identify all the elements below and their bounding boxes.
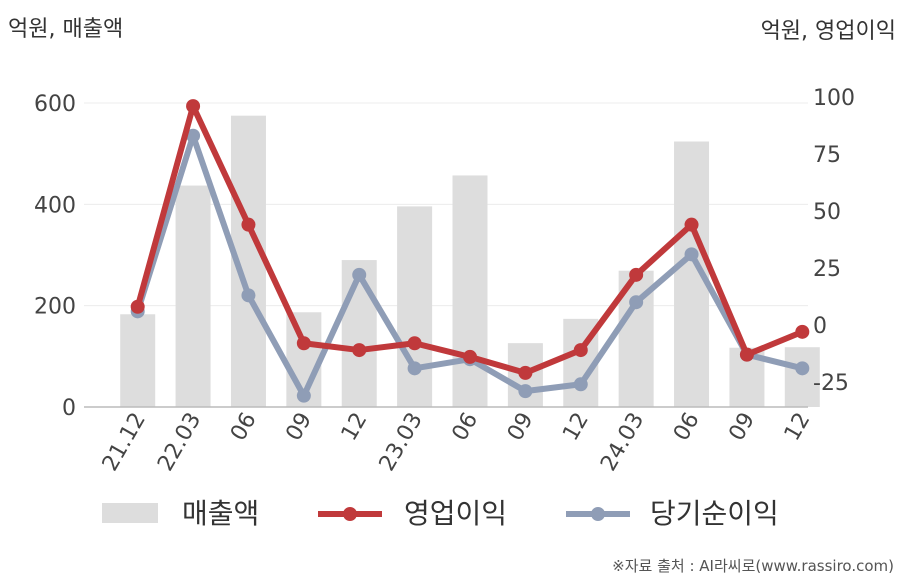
x-tick-label: 21.12: [98, 409, 151, 476]
data-point: [573, 377, 588, 392]
data-point: [463, 349, 477, 364]
data-point: [684, 217, 699, 232]
legend-marker-operating-profit: [343, 507, 357, 521]
legend-label-net-income: 당기순이익: [650, 497, 779, 530]
data-point: [573, 343, 588, 358]
data-point: [352, 267, 367, 282]
source-footer: ※자료 출처 : AI라씨로(www.rassiro.com): [612, 557, 894, 575]
bar: [120, 314, 156, 407]
right-tick-label: 50: [813, 200, 841, 225]
left-tick-label: 0: [62, 396, 76, 421]
data-point: [241, 217, 256, 232]
data-point: [352, 343, 367, 358]
x-tick-label: 09: [724, 409, 760, 446]
x-tick-label: 22.03: [153, 409, 206, 476]
x-tick-label: 06: [226, 409, 262, 446]
data-point: [407, 336, 422, 351]
data-point: [296, 388, 311, 403]
data-point: [186, 128, 201, 143]
series-operating-profit: [130, 99, 810, 380]
x-axis-ticks: 21.12 22.03 06 09 12 23.03 06 09 12 24.03 06 09 12: [98, 409, 816, 476]
data-point: [795, 324, 810, 339]
x-tick-label: 24.03: [596, 409, 649, 476]
right-tick-label: 100: [813, 86, 855, 111]
data-point: [407, 361, 422, 376]
data-point: [795, 361, 810, 376]
right-tick-label: -25: [813, 371, 849, 396]
right-tick-label: 25: [813, 257, 841, 282]
x-tick-label: 12: [337, 409, 373, 446]
legend-label-sales: 매출액: [182, 497, 259, 530]
data-point: [241, 288, 256, 303]
x-tick-label: 09: [281, 409, 317, 446]
left-tick-label: 600: [34, 92, 76, 117]
data-point: [186, 99, 201, 114]
line-series: [130, 99, 810, 403]
x-tick-label: 23.03: [375, 409, 428, 476]
data-point: [739, 347, 754, 362]
legend-swatch-sales: [102, 503, 158, 523]
data-point: [629, 295, 644, 310]
x-tick-label: 12: [558, 409, 594, 446]
right-axis-unit-label: 억원, 영업이익: [761, 19, 896, 44]
x-tick-label: 09: [503, 409, 539, 446]
x-tick-label: 12: [780, 409, 816, 446]
bar: [341, 260, 377, 407]
right-tick-label: 75: [813, 143, 841, 168]
data-point: [130, 299, 145, 314]
x-tick-label: 06: [448, 409, 484, 446]
legend-item-operating-profit: 영업이익: [318, 497, 507, 530]
data-point: [296, 336, 311, 351]
right-tick-label: 0: [813, 314, 827, 339]
bar: [175, 185, 211, 407]
data-point: [518, 384, 533, 399]
left-axis-ticks: 0 200 400 600: [34, 92, 76, 421]
left-tick-label: 400: [34, 193, 76, 218]
left-axis-unit-label: 억원, 매출액: [8, 17, 123, 42]
x-tick-label: 06: [669, 409, 705, 446]
legend-item-net-income: 당기순이익: [566, 497, 779, 530]
bar: [452, 175, 488, 407]
left-tick-label: 200: [34, 295, 76, 320]
data-point: [684, 247, 699, 262]
legend-label-operating-profit: 영업이익: [404, 497, 507, 530]
right-axis-ticks: -25 0 25 50 75 100: [813, 86, 855, 396]
legend: 매출액 영업이익 당기순이익: [102, 497, 779, 530]
data-point: [518, 365, 533, 380]
data-point: [629, 267, 644, 282]
legend-marker-net-income: [591, 507, 605, 521]
bar: [397, 206, 433, 407]
legend-item-sales: 매출액: [102, 497, 259, 530]
bar: [784, 347, 820, 407]
